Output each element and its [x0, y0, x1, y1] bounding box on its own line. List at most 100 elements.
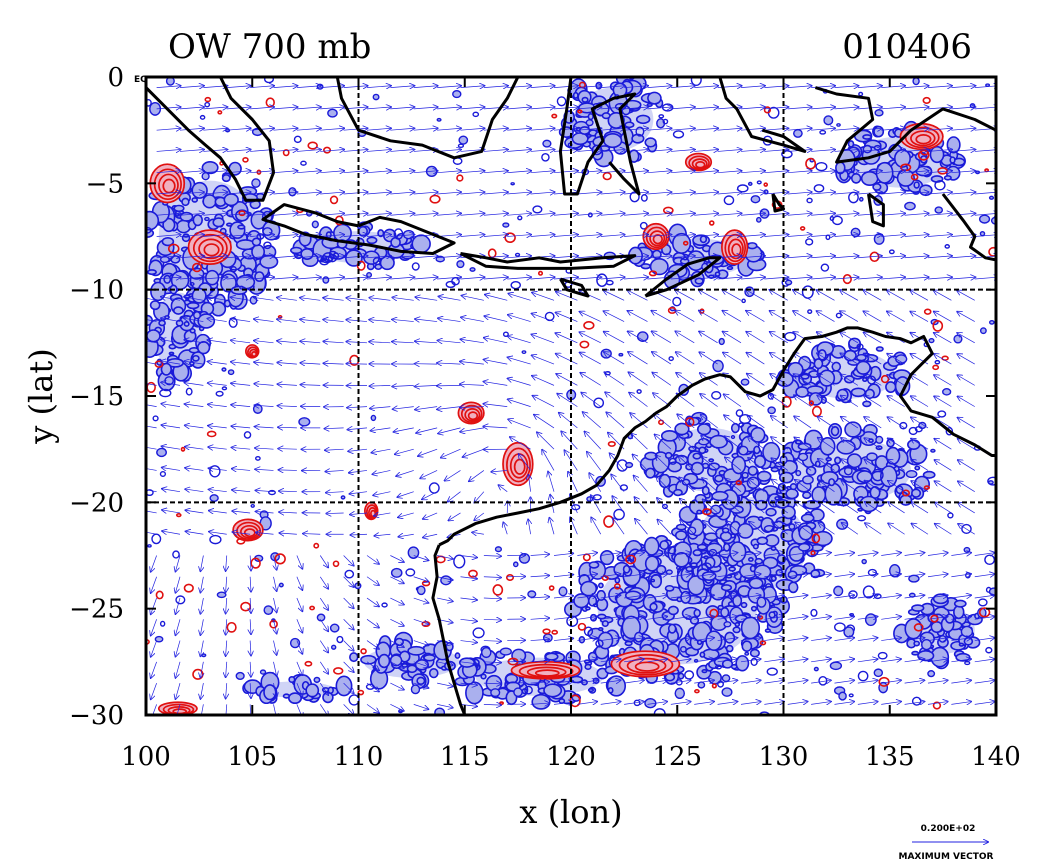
negative-contour [472, 627, 485, 639]
wind-vector [301, 385, 321, 386]
negative-contour [436, 117, 442, 122]
negative-contour [510, 280, 521, 290]
wind-vector [934, 290, 952, 301]
negative-contour [512, 561, 519, 568]
negative-contour [949, 156, 956, 164]
wind-vector [591, 518, 602, 535]
negative-contour [212, 217, 225, 228]
wind-vector [508, 399, 531, 407]
negative-contour [204, 216, 210, 222]
wind-vector [787, 616, 808, 619]
negative-contour [644, 555, 660, 572]
negative-contour [146, 329, 161, 343]
wind-vector [437, 683, 453, 686]
negative-contour [714, 271, 721, 277]
wind-vector [834, 277, 859, 279]
wind-vector [974, 574, 995, 577]
wind-vector [834, 702, 855, 705]
wind-vector [485, 295, 508, 301]
y-tick-label: −15 [69, 382, 124, 412]
wind-vector [605, 392, 625, 407]
positive-contour [217, 110, 223, 115]
wind-vector [326, 513, 344, 514]
wind-vector [323, 320, 344, 322]
wind-vector [857, 277, 882, 279]
wind-vector [717, 150, 742, 152]
wind-vector [670, 107, 695, 109]
positive-contour [307, 141, 318, 150]
wind-vector [670, 702, 691, 705]
wind-vector [951, 595, 971, 598]
wind-vector [951, 256, 975, 258]
wind-vector [951, 128, 975, 130]
wind-vector [834, 256, 859, 258]
wind-vector [951, 574, 971, 577]
wind-vector [395, 448, 414, 454]
negative-contour [191, 197, 199, 203]
wind-vector [840, 311, 859, 322]
negative-contour [349, 652, 359, 663]
wind-vector [203, 128, 227, 130]
wind-vector [277, 341, 297, 343]
wind-vector [250, 704, 251, 715]
positive-contour [711, 683, 717, 689]
wind-vector [811, 86, 835, 88]
wind-vector [534, 415, 555, 429]
wind-vector [277, 298, 297, 301]
negative-contour [682, 256, 688, 261]
wind-vector [629, 393, 648, 407]
wind-vector [437, 86, 461, 88]
negative-contour [875, 161, 894, 184]
wind-vector [911, 396, 929, 407]
wind-vector [438, 427, 461, 434]
wind-vector [278, 427, 297, 428]
wind-vector [904, 213, 929, 215]
negative-contour [904, 201, 916, 211]
wind-vector [635, 519, 648, 535]
wind-vector [413, 213, 438, 215]
wind-vector [277, 384, 297, 385]
negative-contour [859, 495, 879, 513]
wind-vector [151, 704, 157, 715]
wind-vector [904, 256, 929, 258]
negative-contour [665, 569, 673, 575]
wind-vector [343, 150, 368, 152]
negative-contour [149, 300, 161, 311]
wind-vector [343, 277, 368, 279]
negative-contour [829, 661, 843, 671]
wind-vector [651, 311, 672, 322]
negative-contour [696, 423, 712, 436]
negative-contour [649, 602, 658, 612]
x-tick-label: 140 [971, 742, 1021, 772]
wind-vector [834, 213, 859, 215]
coastline-7 [559, 277, 590, 298]
wind-vector [273, 171, 298, 173]
negative-contour [844, 421, 862, 438]
wind-vector [958, 418, 975, 429]
wind-vector [319, 597, 328, 610]
wind-vector [250, 598, 251, 613]
negative-contour [953, 605, 965, 620]
negative-contour [877, 651, 888, 660]
negative-contour [723, 621, 732, 628]
wind-vector [255, 448, 274, 449]
wind-vector [484, 382, 508, 386]
wind-vector [366, 619, 379, 627]
wind-vector [231, 383, 251, 385]
negative-contour [741, 298, 746, 304]
negative-contour [262, 227, 273, 236]
negative-contour [985, 83, 991, 87]
negative-contour [472, 111, 480, 118]
wind-vector [549, 518, 555, 535]
wind-vector [857, 702, 878, 705]
negative-contour [789, 483, 798, 491]
wind-vector [794, 416, 812, 429]
negative-contour-line-layer [146, 77, 996, 715]
wind-vector [934, 439, 952, 450]
negative-contour [805, 238, 814, 246]
negative-contour [848, 337, 861, 349]
negative-contour [502, 331, 509, 338]
negative-contour [513, 687, 523, 698]
wind-vector [530, 192, 555, 194]
negative-contour [793, 128, 803, 138]
